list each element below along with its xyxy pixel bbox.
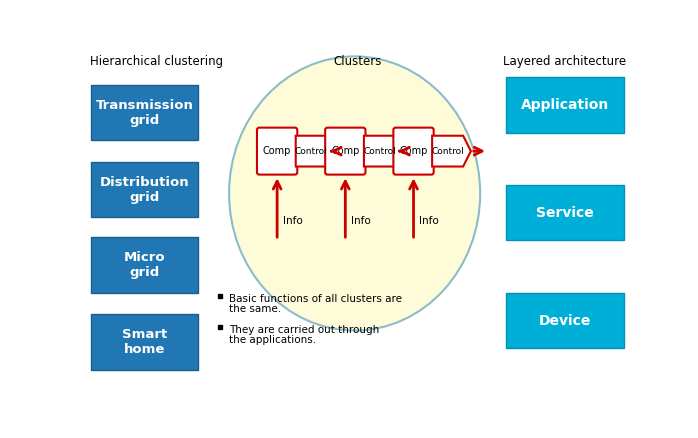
Text: Comp: Comp (263, 146, 291, 156)
Text: Info: Info (351, 216, 371, 226)
Text: the same.: the same. (229, 304, 281, 314)
Text: Control: Control (363, 147, 396, 155)
Text: the applications.: the applications. (229, 335, 316, 345)
Text: Comp: Comp (399, 146, 428, 156)
FancyBboxPatch shape (325, 127, 366, 175)
Text: They are carried out through: They are carried out through (229, 325, 379, 335)
Text: Layered architecture: Layered architecture (503, 55, 626, 68)
Text: Control: Control (295, 147, 327, 155)
Text: Smart
home: Smart home (122, 328, 168, 356)
FancyBboxPatch shape (257, 127, 297, 175)
FancyBboxPatch shape (506, 77, 624, 133)
Text: Comp: Comp (331, 146, 359, 156)
FancyBboxPatch shape (91, 237, 198, 293)
Text: Hierarchical clustering: Hierarchical clustering (89, 55, 223, 68)
Text: Transmission
grid: Transmission grid (96, 99, 193, 127)
Ellipse shape (229, 57, 480, 331)
Text: Micro
grid: Micro grid (124, 251, 165, 279)
Text: Service: Service (536, 206, 594, 220)
Text: Basic functions of all clusters are: Basic functions of all clusters are (229, 294, 402, 304)
FancyBboxPatch shape (394, 127, 433, 175)
Polygon shape (432, 136, 471, 166)
Text: Clusters: Clusters (334, 55, 382, 68)
Polygon shape (364, 136, 403, 166)
Text: Info: Info (283, 216, 302, 226)
FancyBboxPatch shape (91, 314, 198, 370)
Text: Application: Application (521, 98, 609, 112)
Text: Control: Control (431, 147, 464, 155)
FancyBboxPatch shape (91, 162, 198, 217)
FancyBboxPatch shape (506, 293, 624, 348)
Polygon shape (296, 136, 334, 166)
Text: Info: Info (419, 216, 439, 226)
Text: Device: Device (539, 314, 591, 328)
FancyBboxPatch shape (506, 185, 624, 240)
Text: Distribution
grid: Distribution grid (100, 176, 189, 204)
FancyBboxPatch shape (91, 85, 198, 140)
